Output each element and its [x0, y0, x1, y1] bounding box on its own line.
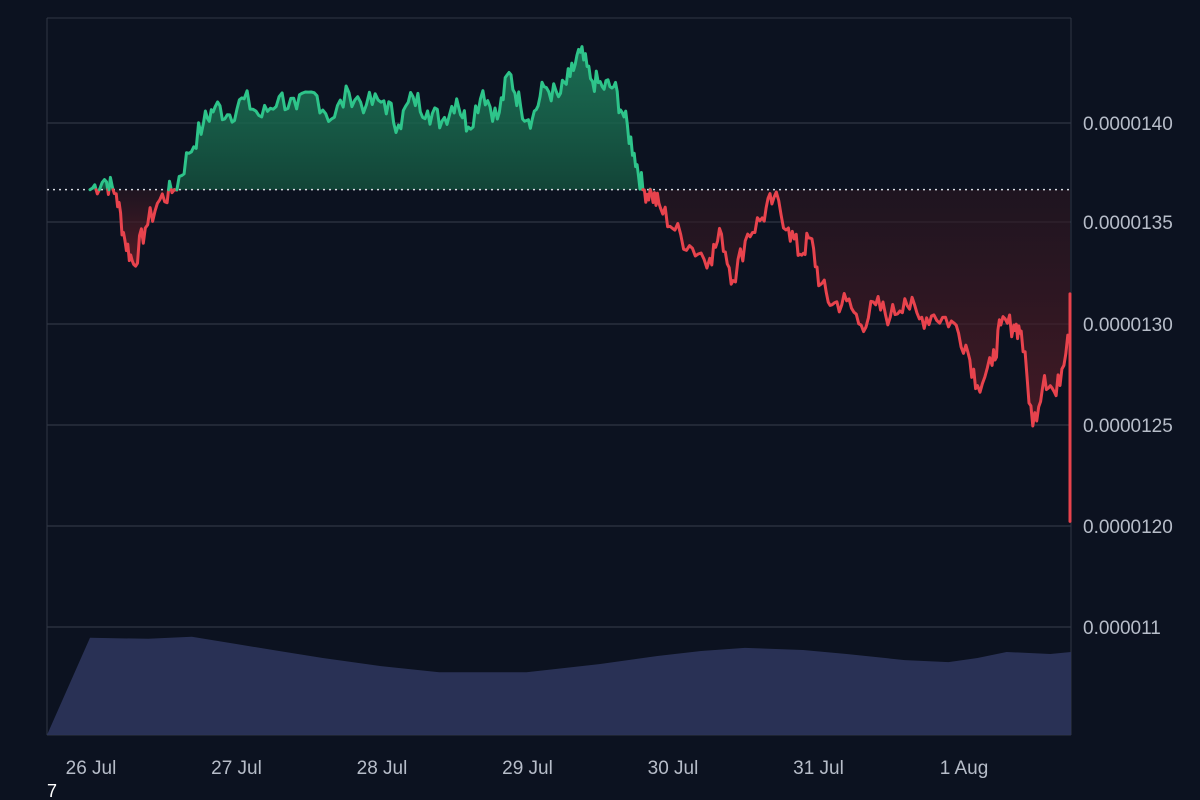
y-tick-label-3: 0.0000125	[1083, 416, 1173, 437]
line-segment-6	[167, 179, 173, 192]
line-segment-0	[88, 183, 98, 192]
x-tick-label-1: 27 Jul	[211, 758, 262, 779]
line-segment-13	[648, 188, 1072, 523]
line-segment-10	[175, 45, 645, 192]
y-tick-label-2: 0.0000130	[1083, 315, 1173, 336]
line-segment-3	[106, 188, 111, 196]
price-area-fill	[90, 46, 1070, 522]
y-tick-label-4: 0.0000120	[1083, 517, 1173, 538]
price-line	[47, 45, 1072, 523]
x-tick-label-5: 31 Jul	[793, 758, 844, 779]
line-segment-11	[641, 188, 652, 204]
line-segment-1	[94, 188, 101, 196]
x-tick-label-4: 30 Jul	[648, 758, 699, 779]
x-tick-label-6: 1 Aug	[940, 758, 989, 779]
area-segment-10	[176, 46, 643, 190]
line-segment-2	[97, 178, 110, 192]
x-tick-label-0: 26 Jul	[66, 758, 117, 779]
y-axis-ticks: 0.0000140 0.0000135 0.0000130 0.0000125 0.00…	[1083, 114, 1173, 639]
area-segment-13	[650, 189, 1070, 522]
x-tick-label-3: 29 Jul	[502, 758, 553, 779]
x-tick-label-2: 28 Jul	[357, 758, 408, 779]
volume-area	[47, 636, 1071, 735]
footnote-text: 7	[47, 781, 57, 800]
volume-area-path	[47, 636, 1071, 735]
line-segment-5	[111, 188, 171, 268]
y-tick-label-5: 0.000011	[1083, 618, 1161, 639]
x-axis-ticks: 26 Jul 27 Jul 28 Jul 29 Jul 30 Jul 31 Jul 1 Au…	[66, 758, 989, 779]
y-tick-label-1: 0.0000135	[1083, 213, 1173, 234]
y-tick-label-0: 0.0000140	[1083, 114, 1173, 135]
line-segment-4	[107, 175, 115, 192]
